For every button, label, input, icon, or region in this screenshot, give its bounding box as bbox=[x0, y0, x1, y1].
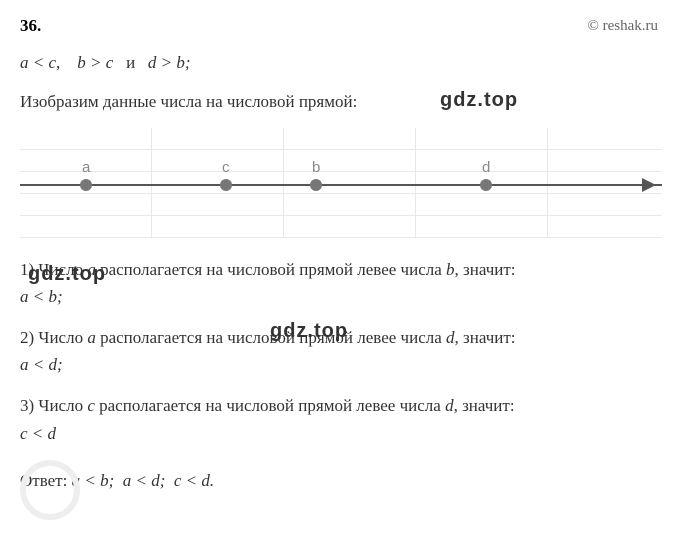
item-1-result: a < b; bbox=[20, 283, 662, 310]
item-1-mid: располагается на числовой прямой левее ч… bbox=[96, 260, 446, 279]
expr-d-gt-b: d > b; bbox=[148, 53, 191, 72]
watermark-1: gdz.top bbox=[440, 84, 518, 116]
item-1: 1) Число a располагается на числовой пря… bbox=[20, 256, 662, 310]
item-3-var1: c bbox=[87, 396, 95, 415]
answer-r2: a < d; bbox=[123, 471, 166, 490]
conjunction: и bbox=[126, 53, 135, 72]
point-d bbox=[480, 179, 492, 191]
label-b: b bbox=[312, 156, 320, 180]
point-a bbox=[80, 179, 92, 191]
item-2-var2: d bbox=[446, 328, 455, 347]
watermark-2: gdz.top bbox=[28, 258, 106, 290]
item-2-result: a < d; bbox=[20, 351, 662, 378]
item-3-result: c < d bbox=[20, 420, 662, 447]
intro-text: Изобразим данные числа на числовой прямо… bbox=[20, 88, 662, 115]
answer-line: Ответ: a < b; a < d; c < d. bbox=[20, 467, 662, 494]
point-c bbox=[220, 179, 232, 191]
item-3: 3) Число c располагается на числовой пря… bbox=[20, 392, 662, 446]
item-2-prefix: 2) Число bbox=[20, 328, 87, 347]
arrow-icon bbox=[642, 178, 656, 192]
number-line-diagram: a c b d bbox=[20, 128, 662, 238]
item-3-prefix: 3) Число bbox=[20, 396, 87, 415]
item-1-suffix: , значит: bbox=[455, 260, 516, 279]
number-line-axis bbox=[20, 184, 662, 186]
expr-b-gt-c: b > c bbox=[77, 53, 113, 72]
label-d: d bbox=[482, 156, 490, 180]
item-3-suffix: , значит: bbox=[454, 396, 515, 415]
item-3-mid: располагается на числовой прямой левее ч… bbox=[95, 396, 445, 415]
answer-r3: c < d. bbox=[174, 471, 214, 490]
copyright-text: © reshak.ru bbox=[587, 14, 658, 38]
watermark-3: gdz.top bbox=[270, 315, 348, 347]
problem-number: 36. bbox=[20, 12, 662, 39]
item-3-var2: d bbox=[445, 396, 454, 415]
circle-watermark-icon bbox=[20, 460, 80, 520]
item-2-var1: a bbox=[87, 328, 96, 347]
given-conditions: a < c, b > c и d > b; bbox=[20, 49, 662, 76]
expr-a-lt-c: a < c, bbox=[20, 53, 60, 72]
label-a: a bbox=[82, 156, 90, 180]
item-2-suffix: , значит: bbox=[455, 328, 516, 347]
point-b bbox=[310, 179, 322, 191]
label-c: c bbox=[222, 156, 230, 180]
item-1-var2: b bbox=[446, 260, 455, 279]
